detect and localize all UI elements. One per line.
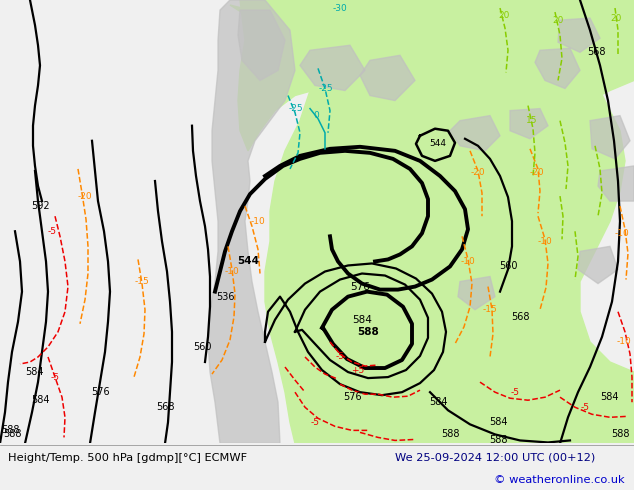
- Text: 584: 584: [352, 315, 372, 325]
- Text: 576: 576: [91, 387, 109, 397]
- Text: -5: -5: [510, 388, 519, 397]
- Text: 15: 15: [526, 116, 538, 125]
- Text: 592: 592: [30, 201, 49, 211]
- Text: 584: 584: [489, 417, 507, 427]
- Text: -25: -25: [288, 104, 303, 113]
- Text: 584: 584: [25, 367, 43, 377]
- Polygon shape: [598, 166, 634, 201]
- Text: -25: -25: [319, 84, 333, 93]
- Text: 576: 576: [344, 392, 362, 402]
- Text: -5: -5: [335, 352, 344, 362]
- Polygon shape: [578, 246, 618, 284]
- Polygon shape: [530, 0, 565, 40]
- Text: -10: -10: [224, 267, 240, 276]
- Text: 588: 588: [441, 429, 459, 440]
- Text: 20: 20: [498, 11, 510, 20]
- Text: 536: 536: [216, 292, 234, 302]
- Text: -20: -20: [470, 169, 485, 177]
- Text: 584: 584: [600, 392, 618, 402]
- Text: 544: 544: [429, 139, 446, 148]
- Polygon shape: [590, 116, 630, 159]
- Text: -30: -30: [333, 3, 347, 13]
- Polygon shape: [458, 276, 495, 310]
- Text: 568: 568: [586, 48, 605, 57]
- Polygon shape: [238, 0, 580, 151]
- Polygon shape: [300, 45, 365, 91]
- Text: -10: -10: [461, 257, 476, 266]
- Polygon shape: [540, 0, 634, 100]
- Text: -15: -15: [482, 305, 498, 314]
- Text: -10: -10: [614, 229, 630, 238]
- Polygon shape: [208, 0, 295, 443]
- Text: 20: 20: [611, 14, 622, 23]
- Text: -5: -5: [48, 227, 56, 236]
- Text: -10: -10: [250, 217, 266, 226]
- Text: Height/Temp. 500 hPa [gdmp][°C] ECMWF: Height/Temp. 500 hPa [gdmp][°C] ECMWF: [8, 453, 247, 463]
- Text: -10: -10: [538, 237, 552, 246]
- Text: © weatheronline.co.uk: © weatheronline.co.uk: [495, 475, 625, 485]
- Text: 544: 544: [237, 256, 259, 267]
- Text: 588: 588: [489, 436, 507, 445]
- Text: -20: -20: [78, 192, 93, 200]
- Text: -5: -5: [311, 418, 320, 427]
- Text: We 25-09-2024 12:00 UTC (00+12): We 25-09-2024 12:00 UTC (00+12): [395, 453, 595, 463]
- Text: 568: 568: [511, 312, 529, 322]
- Text: 588: 588: [3, 429, 22, 440]
- Text: 588: 588: [1, 425, 19, 436]
- Text: -5: -5: [581, 403, 590, 412]
- Polygon shape: [238, 10, 285, 80]
- Text: 560: 560: [499, 262, 517, 271]
- Text: -15: -15: [134, 277, 150, 286]
- Polygon shape: [535, 49, 580, 89]
- Polygon shape: [450, 116, 500, 151]
- Text: +5: +5: [351, 366, 365, 374]
- Polygon shape: [558, 18, 600, 52]
- Text: -20: -20: [529, 169, 545, 177]
- Text: 588: 588: [611, 429, 630, 440]
- Text: 588: 588: [357, 327, 379, 337]
- Text: 576: 576: [350, 282, 370, 292]
- Text: 0: 0: [313, 111, 319, 120]
- Polygon shape: [360, 55, 415, 100]
- Text: -10: -10: [617, 338, 631, 346]
- Text: 560: 560: [193, 342, 211, 352]
- Text: 20: 20: [552, 16, 564, 24]
- Text: 568: 568: [156, 402, 174, 412]
- Text: 584: 584: [31, 395, 49, 405]
- Polygon shape: [230, 3, 634, 443]
- Polygon shape: [510, 109, 548, 139]
- Text: -5: -5: [51, 372, 60, 382]
- Text: 584: 584: [429, 397, 447, 407]
